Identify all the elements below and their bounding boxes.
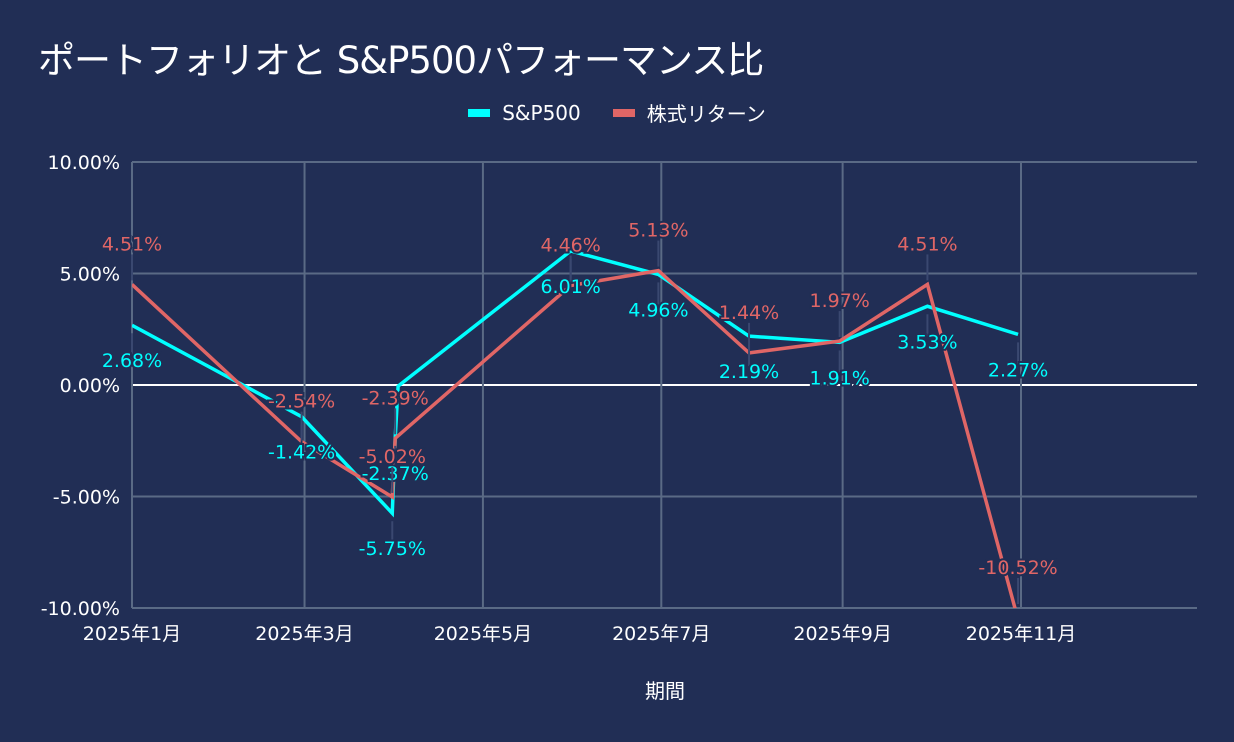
stock-return-data-label: -10.52%	[978, 557, 1057, 579]
y-tick-label: -10.00%	[41, 598, 120, 620]
stock-return-data-label: -2.39%	[362, 387, 429, 409]
data-labels: 2.68% -1.42% -5.75% -2.37% 6.01% 4.96% 2.19% 1.…	[100, 218, 1060, 604]
gridlines	[131, 161, 1197, 609]
x-tick-label: 2025年7月	[612, 623, 710, 645]
x-tick-label: 2025年3月	[255, 623, 353, 645]
y-tick-label: -5.00%	[53, 487, 120, 509]
stock-return-data-label: 1.44%	[719, 302, 779, 324]
legend: S&P500 株式リターン	[0, 98, 1234, 127]
sp500-line	[132, 249, 1019, 518]
stock-return-data-label: 1.97%	[810, 290, 870, 312]
legend-item-sp500[interactable]: S&P500	[468, 98, 581, 127]
x-tick-label: 2025年11月	[966, 623, 1077, 645]
sp500-data-label: 6.01%	[540, 276, 600, 298]
sp500-data-label: 2.27%	[988, 359, 1048, 381]
sp500-data-label: -1.42%	[268, 442, 335, 464]
x-tick-label: 2025年1月	[83, 623, 181, 645]
stock-return-line	[132, 268, 1017, 608]
legend-swatch-sp500	[468, 108, 491, 117]
stock-return-data-label: 5.13%	[628, 220, 688, 242]
legend-label-sp500: S&P500	[502, 100, 581, 125]
x-tick-label: 2025年5月	[434, 623, 532, 645]
legend-item-stock-return[interactable]: 株式リターン	[612, 98, 766, 127]
y-tick-label: 5.00%	[60, 264, 120, 286]
x-tick-label: 2025年9月	[793, 623, 891, 645]
y-tick-label: 10.00%	[48, 152, 120, 174]
stock-return-data-label: 4.46%	[540, 235, 600, 257]
sp500-data-label: 4.96%	[628, 299, 688, 321]
sp500-data-label: -2.37%	[362, 463, 429, 485]
sp500-data-label: 2.68%	[102, 350, 162, 372]
stock-return-data-label: -2.54%	[268, 391, 335, 413]
legend-label-stock-return: 株式リターン	[646, 102, 766, 126]
legend-swatch-stock-return	[612, 108, 635, 117]
y-tick-label: 0.00%	[60, 375, 120, 397]
sp500-data-label: 3.53%	[897, 331, 957, 353]
x-axis-ticks: 2025年1月 2025年3月 2025年5月 2025年7月 2025年9月 2025年…	[83, 623, 1076, 645]
y-axis-ticks: 10.00% 5.00% 0.00% -5.00% -10.00%	[41, 152, 120, 620]
stock-return-data-label: -5.02%	[359, 446, 426, 468]
x-axis-title: 期間	[645, 679, 685, 703]
sp500-data-label: -5.75%	[359, 538, 426, 560]
sp500-data-label: 2.19%	[719, 361, 779, 383]
stock-return-data-label: 4.51%	[897, 233, 957, 255]
chart-title: ポートフォリオと S&P500パフォーマンス比	[38, 39, 764, 82]
stock-return-data-label: 4.51%	[102, 233, 162, 255]
sp500-data-label: 1.91%	[810, 367, 870, 389]
series-lines	[132, 249, 1019, 608]
